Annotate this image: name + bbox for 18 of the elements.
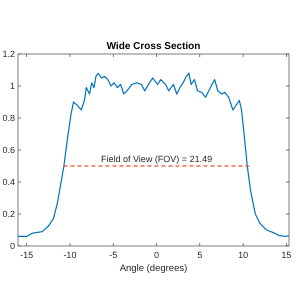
y-tick-label: 0.4 [2, 177, 15, 187]
x-tick-label: 15 [281, 250, 292, 260]
y-tick-label: 0.6 [2, 145, 15, 155]
line-series [17, 72, 290, 237]
x-tick-label: 0 [154, 250, 160, 260]
annotation: Field of View (FOV) = 21.49 [100, 154, 212, 164]
x-tick-label: -15 [20, 250, 34, 260]
y-tick-label: 0.8 [2, 113, 15, 123]
y-tick-label: 1.2 [2, 49, 15, 59]
y-tick-label: 1 [10, 81, 15, 91]
x-tick-label: -10 [63, 250, 76, 260]
x-tick-label: 10 [238, 250, 248, 260]
x-tick-label: 5 [197, 250, 202, 260]
x-axis-title: Angle (degrees) [120, 263, 188, 274]
x-tick-label: -5 [109, 250, 118, 260]
chart-title: Wide Cross Section [106, 41, 200, 52]
y-tick-label: 0.2 [2, 209, 15, 219]
y-tick-label: 0 [10, 241, 15, 251]
